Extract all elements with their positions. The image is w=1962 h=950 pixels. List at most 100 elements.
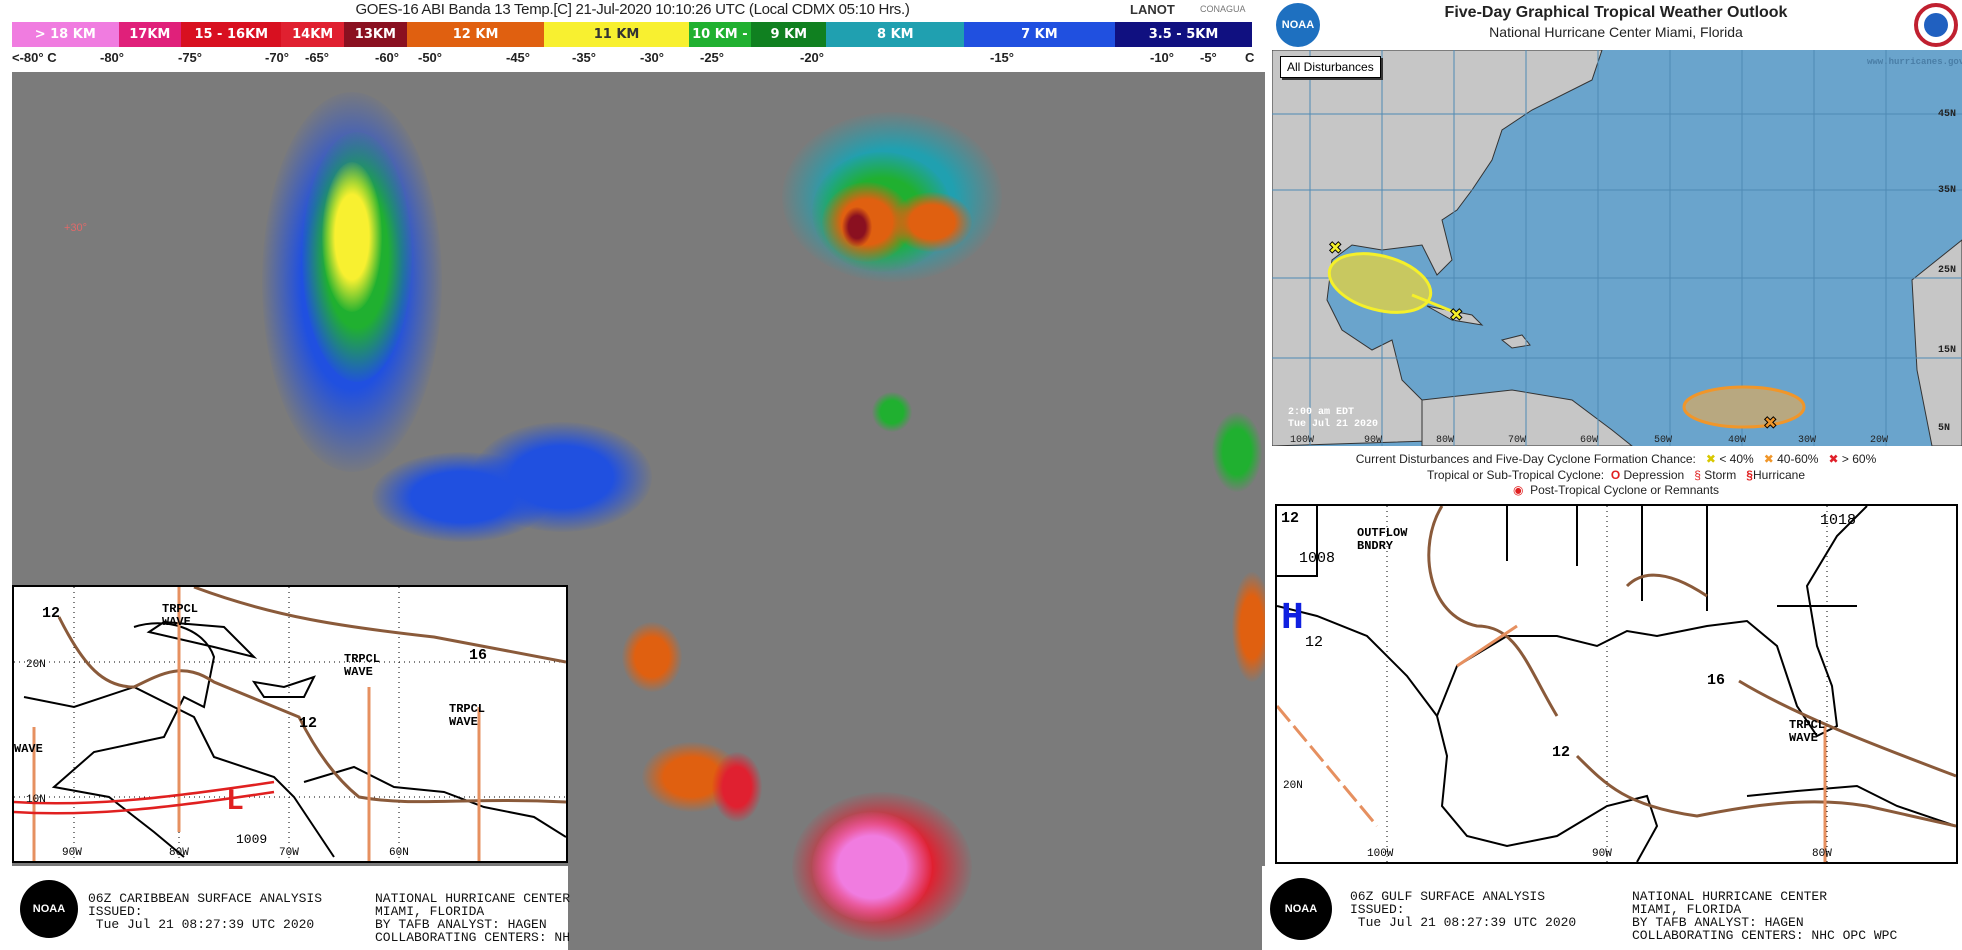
grid-lines [1386, 506, 1828, 862]
lon-label: 100W [1367, 848, 1394, 860]
outflow-boundary-label: OUTFLOW BNDRY [1357, 526, 1408, 553]
disturbance-area-medium [1682, 385, 1806, 429]
lon-label: 80W [1812, 848, 1832, 860]
isobar-label: 16 [469, 647, 487, 664]
wave-label: TRPCL WAVE [449, 702, 485, 729]
lanot-logo: LANOT [1130, 2, 1175, 17]
color-scale-bar: > 18 KM 17KM 15 - 16KM 14KM 13KM 12 KM 11 KM 10… [12, 22, 1265, 47]
lat-label: 35N [1938, 185, 1956, 196]
temperature-scale: <-80° C -80° -75° -70° -65° -60° -50° -45° -35° -… [0, 50, 1265, 70]
temperature-label: -15° [990, 50, 1014, 65]
lon-label: 30W [1798, 435, 1816, 446]
temperature-label: -70° [265, 50, 289, 65]
color-scale-segment: 11 KM [544, 22, 689, 47]
cloud-top-region [872, 392, 912, 432]
outlook-title: Five-Day Graphical Tropical Weather Outl… [1444, 4, 1788, 21]
high-pressure-marker: H [1281, 597, 1304, 640]
coastlines [23, 620, 567, 858]
color-scale-segment: 14KM [281, 22, 345, 47]
lon-label: 90W [1364, 435, 1382, 446]
lat-label: 5N [1938, 423, 1950, 434]
outlook-map-svg: ✖ ✖ ✖ 45N 35N 25N 15N 5N 100W 90W 80W 70… [1272, 50, 1962, 446]
legend-chance: 40-60% [1777, 452, 1819, 466]
nws-logo [1914, 3, 1958, 47]
disturbance-x-low[interactable]: ✖ [1450, 304, 1464, 330]
legend-type: Storm [1704, 468, 1737, 482]
color-scale-segment: > 18 KM [12, 22, 119, 47]
disturbance-x-low[interactable]: ✖ [1329, 237, 1343, 263]
caption-left: 06Z CARIBBEAN SURFACE ANALYSIS ISSUED: T… [88, 891, 323, 932]
color-scale-segment: 3.5 - 5KM [1114, 22, 1253, 47]
depression-icon: O [1610, 468, 1621, 482]
grid-lines [1272, 50, 1962, 446]
lon-label: 80W [1436, 435, 1454, 446]
isobar-label: 12 [299, 715, 317, 732]
caption-right: NATIONAL HURRICANE CENTER MIAMI, FLORIDA… [375, 891, 571, 945]
cloud-top-region [892, 192, 972, 252]
temperature-label: -80° [100, 50, 124, 65]
disturbance-area-low [1327, 252, 1433, 314]
pressure-label: 1018 [1820, 512, 1856, 529]
temperature-label: -45° [506, 50, 530, 65]
conagua-logo: CONAGUA [1200, 4, 1246, 14]
caption-right: NATIONAL HURRICANE CENTER MIAMI, FLORIDA… [1632, 889, 1898, 943]
lat-label: 20N [26, 659, 46, 671]
wave-label: TRPCL WAVE [344, 652, 380, 679]
low-chance-icon: ✖ [1705, 452, 1716, 466]
land [1272, 50, 1962, 446]
pressure-label: 1008 [1299, 550, 1335, 567]
isobar-label: 12 [1281, 510, 1299, 527]
cloud-top-region [622, 622, 682, 692]
legend-chance: > 60% [1841, 452, 1877, 466]
color-scale-segment: 9 KM [751, 22, 827, 47]
caribbean-map-svg: 12 12 16 TRPCL WAVE TRPCL WAVE TRPCL WAVE W… [13, 585, 567, 861]
color-scale-segment: 17KM [118, 22, 182, 47]
all-disturbances-button[interactable]: All Disturbances [1280, 56, 1381, 78]
storm-icon: § [1694, 468, 1701, 482]
lat-label: +30° [64, 222, 88, 234]
legend-type: Hurricane [1752, 468, 1806, 482]
temperature-label: -20° [800, 50, 824, 65]
color-scale-segment: 15 - 16KM [181, 22, 282, 47]
pressure-label: 1009 [236, 832, 267, 847]
isobar-label: 12 [1552, 744, 1570, 761]
hurricane-icon: § [1746, 468, 1753, 482]
color-scale-segment: 8 KM [826, 22, 965, 47]
temperature-label: -35° [572, 50, 596, 65]
outlook-map: ✖ ✖ ✖ 45N 35N 25N 15N 5N 100W 90W 80W 70… [1272, 50, 1962, 446]
caribbean-surface-analysis-map: 12 12 16 TRPCL WAVE TRPCL WAVE TRPCL WAVE W… [12, 585, 568, 863]
lon-label: 100W [1290, 435, 1314, 446]
medium-chance-icon: ✖ [1763, 452, 1774, 466]
lon-label: 70W [1508, 435, 1526, 446]
wave-label: TRPCL WAVE [162, 602, 198, 629]
legend-text: Post-Tropical Cyclone or Remnants [1530, 483, 1720, 497]
isobar-label: 16 [1707, 672, 1725, 689]
lat-label: 45N [1938, 109, 1956, 120]
isobars [57, 585, 567, 804]
high-chance-icon: ✖ [1828, 452, 1839, 466]
tropical-waves [32, 587, 481, 861]
color-scale-segment: 10 KM - [688, 22, 752, 47]
lon-label: 60W [1580, 435, 1598, 446]
timestamp: Tue Jul 21 2020 [1288, 418, 1378, 430]
post-tropical-icon: ◉ [1512, 483, 1524, 497]
disturbance-x-medium[interactable]: ✖ [1764, 412, 1778, 438]
temperature-label: C [1245, 50, 1255, 65]
color-scale-segment: 13KM [344, 22, 407, 47]
cloud-top-region [1212, 412, 1262, 492]
lon-label: 70W [279, 847, 299, 859]
website-watermark: www.hurricanes.gov [1867, 57, 1962, 67]
itcz-lines [13, 780, 275, 815]
lon-label: 80W [169, 847, 189, 859]
noaa-logo: NOAA [20, 880, 78, 938]
lat-labels: 45N 35N 25N 15N 5N [1938, 109, 1956, 434]
gulf-caption: NOAA 06Z GULF SURFACE ANALYSIS ISSUED: T… [1262, 866, 1962, 950]
coastlines [1277, 506, 1956, 862]
lon-label: 40W [1728, 435, 1746, 446]
satellite-panel: GOES-16 ABI Banda 13 Temp.[C] 21-Jul-202… [0, 1, 1265, 950]
lat-label: 10N [26, 794, 46, 806]
satellite-title: GOES-16 ABI Banda 13 Temp.[C] 21-Jul-202… [355, 1, 910, 18]
timestamp: 2:00 am EDT [1288, 407, 1354, 418]
cloud-top-region [712, 752, 762, 822]
lon-label: 90W [62, 847, 82, 859]
